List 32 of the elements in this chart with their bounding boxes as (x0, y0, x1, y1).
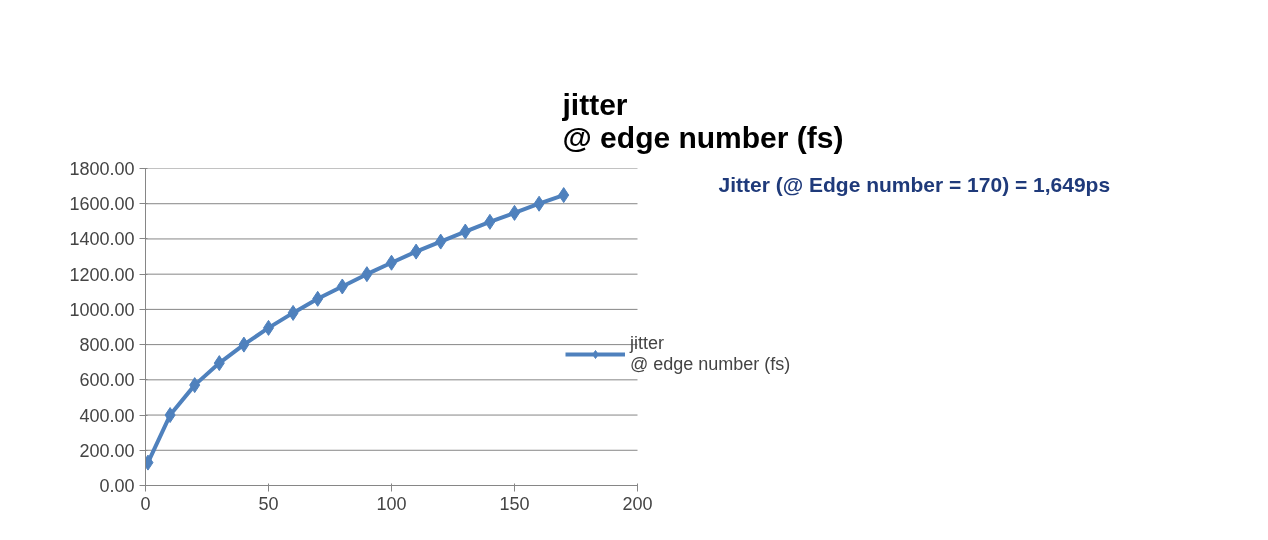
point (336, 278, 348, 295)
point (238, 336, 250, 353)
point (164, 407, 176, 424)
x-tick-label: 200 (622, 493, 653, 514)
x-tick-label: 0 (140, 493, 151, 514)
point (484, 213, 496, 230)
y-tick-label: 400.00 (79, 405, 135, 426)
point (533, 195, 545, 212)
y-tick-label: 1600.00 (69, 194, 135, 215)
y-tick-label: 1000.00 (69, 299, 135, 320)
y-tick-label: 1200.00 (69, 264, 135, 285)
y-tick-label: 800.00 (79, 335, 135, 356)
point (312, 290, 324, 307)
point (435, 233, 447, 250)
y-tick-label: 1400.00 (69, 229, 135, 250)
y-tick-label: 1800.00 (69, 159, 135, 179)
point (189, 377, 201, 394)
point (361, 266, 373, 283)
legend-label: jitter @ edge number (fs) (630, 333, 791, 375)
text: Jitter (@ Edge number = 170) = 1,649ps (718, 172, 1111, 196)
y-tick-label: 0.00 (99, 476, 135, 496)
x-tick-label: 100 (376, 493, 407, 514)
point (287, 304, 299, 321)
y-tick-label: 600.00 (79, 370, 135, 391)
point (459, 223, 471, 240)
point (558, 187, 570, 204)
text: jitter @ edge number (fs) (561, 87, 844, 154)
point (410, 243, 422, 260)
x-tick-label: 50 (258, 493, 279, 514)
y-tick-label: 200.00 (79, 440, 135, 461)
x-tick-label: 150 (499, 493, 530, 514)
point (213, 355, 225, 372)
